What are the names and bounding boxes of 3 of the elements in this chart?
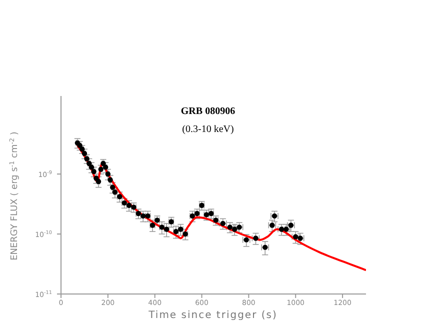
x-axis-title: Time since trigger (s): [148, 310, 278, 321]
text: (0.3-10 keV): [182, 124, 234, 135]
text: GRB 080906: [180, 106, 236, 117]
